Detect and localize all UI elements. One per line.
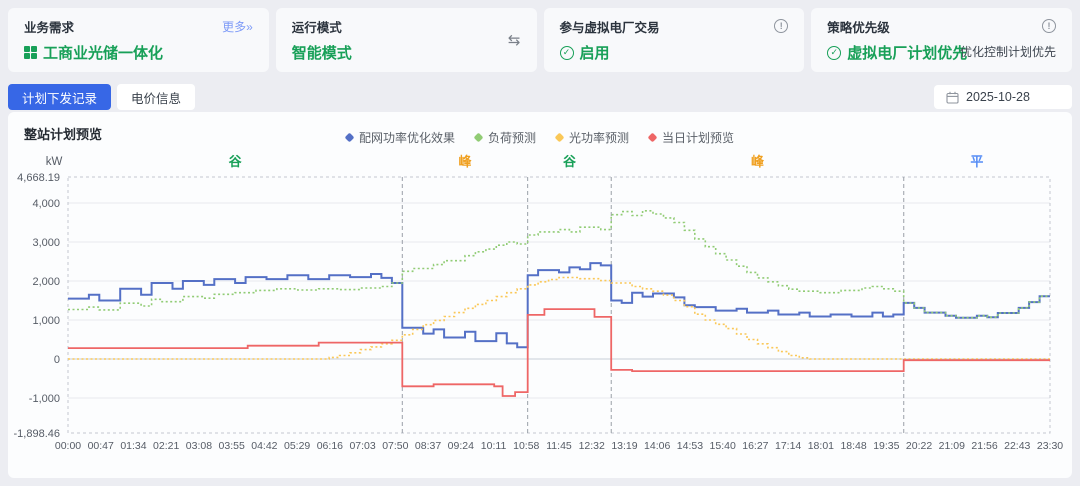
x-tick-label: 21:09 xyxy=(939,440,965,452)
date-value: 2025-10-28 xyxy=(966,90,1030,104)
legend-marker xyxy=(647,132,658,143)
date-picker[interactable]: 2025-10-28 xyxy=(934,85,1072,109)
x-tick-label: 12:32 xyxy=(579,440,605,452)
legend-marker xyxy=(554,132,565,143)
series-line-1 xyxy=(68,210,1050,319)
info-icon[interactable] xyxy=(1042,19,1056,33)
x-tick-label: 03:55 xyxy=(219,440,245,452)
check-circle-icon xyxy=(559,45,574,60)
x-tick-label: 23:30 xyxy=(1037,440,1063,452)
x-tick-label: 17:14 xyxy=(775,440,801,452)
legend-item-1[interactable]: 负荷预测 xyxy=(473,129,536,146)
legend-item-3[interactable]: 当日计划预览 xyxy=(647,129,735,146)
y-tick-label: 4,000 xyxy=(32,198,60,210)
y-tick-label: 4,668.19 xyxy=(17,172,60,184)
plan-preview-chart[interactable]: 谷 峰 谷 峰 平 kW 4,668.19 4,000 3,000 2,000 1,000 0 -1,0… xyxy=(8,146,1072,458)
card-label: 业务需求 xyxy=(24,20,75,35)
y-tick-label: -1,000 xyxy=(29,393,60,405)
check-circle-icon xyxy=(827,45,842,60)
x-tick-label: 22:43 xyxy=(1004,440,1030,452)
tou-band-label: 谷 xyxy=(229,154,243,169)
card-run-mode: 运行模式 智能模式 xyxy=(275,8,537,72)
x-tick-label: 10:58 xyxy=(513,440,539,452)
x-tick-label: 02:21 xyxy=(153,440,179,452)
x-tick-label: 08:37 xyxy=(415,440,441,452)
plot-border xyxy=(67,176,1051,434)
x-tick-label: 03:08 xyxy=(186,440,212,452)
series-line-3 xyxy=(68,308,1050,397)
y-tick-label: 1,000 xyxy=(32,315,60,327)
legend-label: 配网功率优化效果 xyxy=(358,131,455,145)
card-secondary-value: 优化控制计划优先 xyxy=(959,45,1056,59)
x-tick-label: 14:06 xyxy=(644,440,670,452)
x-tick-label: 20:22 xyxy=(906,440,932,452)
x-tick-label: 07:50 xyxy=(382,440,408,452)
card-strategy-priority: 策略优先级 虚拟电厂计划优先 优化控制计划优先 xyxy=(811,8,1072,72)
series-line-0 xyxy=(68,262,1050,349)
card-label: 参与虚拟电厂交易 xyxy=(559,20,660,35)
legend-label: 光功率预测 xyxy=(569,131,630,145)
tab-plan-dispatch-records[interactable]: 计划下发记录 xyxy=(8,84,112,110)
x-tick-label: 09:24 xyxy=(448,440,474,452)
tab-price-info[interactable]: 电价信息 xyxy=(117,84,196,110)
chart-legend: 配网功率优化效果 负荷预测 光功率预测 当日计划预览 xyxy=(8,129,1072,146)
x-tick-label: 01:34 xyxy=(120,440,146,452)
calendar-icon xyxy=(946,91,959,104)
x-tick-label: 00:47 xyxy=(88,440,114,452)
x-tick-label: 16:27 xyxy=(742,440,768,452)
y-tick-label: 3,000 xyxy=(32,237,60,249)
more-link[interactable]: 更多» xyxy=(222,19,253,34)
x-tick-label: 00:00 xyxy=(55,440,81,452)
legend-marker xyxy=(344,132,355,143)
x-tick-label: 19:35 xyxy=(873,440,899,452)
card-label: 策略优先级 xyxy=(827,20,890,35)
card-vpp-trading: 参与虚拟电厂交易 启用 xyxy=(543,8,805,72)
x-tick-label: 18:48 xyxy=(840,440,866,452)
y-tick-label: 2,000 xyxy=(32,276,60,288)
x-tick-label: 04:42 xyxy=(251,440,277,452)
x-tick-label: 15:40 xyxy=(710,440,736,452)
x-tick-label: 13:19 xyxy=(611,440,637,452)
series-line-2 xyxy=(68,276,1050,360)
tou-band-label: 谷 xyxy=(563,154,577,169)
info-icon[interactable] xyxy=(774,19,789,33)
x-tick-label: 18:01 xyxy=(808,440,834,452)
card-value: 工商业光储一体化 xyxy=(43,45,164,62)
y-tick-label: 0 xyxy=(54,354,60,366)
plan-preview-panel: 整站计划预览 配网功率优化效果 负荷预测 光功率预测 当日计划预览 谷 峰 谷 峰 平 kW 4,… xyxy=(8,112,1072,478)
legend-label: 当日计划预览 xyxy=(662,131,735,145)
grid-icon xyxy=(24,46,37,59)
x-tick-label: 11:45 xyxy=(546,440,572,452)
card-label: 运行模式 xyxy=(291,20,342,35)
panel-title: 整站计划预览 xyxy=(24,127,103,142)
card-value: 虚拟电厂计划优先 xyxy=(847,45,968,62)
tab-bar: 计划下发记录 电价信息 2025-10-28 xyxy=(8,84,1072,110)
card-value: 智能模式 xyxy=(291,45,352,62)
legend-label: 负荷预测 xyxy=(487,131,536,145)
card-business-demand: 业务需求 更多» 工商业光储一体化 xyxy=(8,8,269,72)
legend-item-0[interactable]: 配网功率优化效果 xyxy=(344,129,455,146)
x-tick-label: 07:03 xyxy=(349,440,375,452)
tou-band-label: 平 xyxy=(970,154,983,169)
legend-marker xyxy=(473,132,484,143)
legend-item-2[interactable]: 光功率预测 xyxy=(554,129,630,146)
tou-band-label: 峰 xyxy=(458,154,472,169)
y-tick-label: -1,898.46 xyxy=(14,428,60,440)
y-axis-unit: kW xyxy=(46,156,63,168)
status-cards: 业务需求 更多» 工商业光储一体化 运行模式 智能模式 参与虚拟电厂交易 xyxy=(8,8,1072,72)
swap-mode-icon[interactable] xyxy=(508,31,521,49)
tou-band-label: 峰 xyxy=(751,154,765,169)
x-tick-label: 10:11 xyxy=(481,440,507,452)
x-tick-label: 14:53 xyxy=(677,440,703,452)
x-tick-label: 21:56 xyxy=(971,440,997,452)
card-value: 启用 xyxy=(579,45,610,62)
x-tick-label: 05:29 xyxy=(284,440,310,452)
x-tick-label: 06:16 xyxy=(317,440,343,452)
